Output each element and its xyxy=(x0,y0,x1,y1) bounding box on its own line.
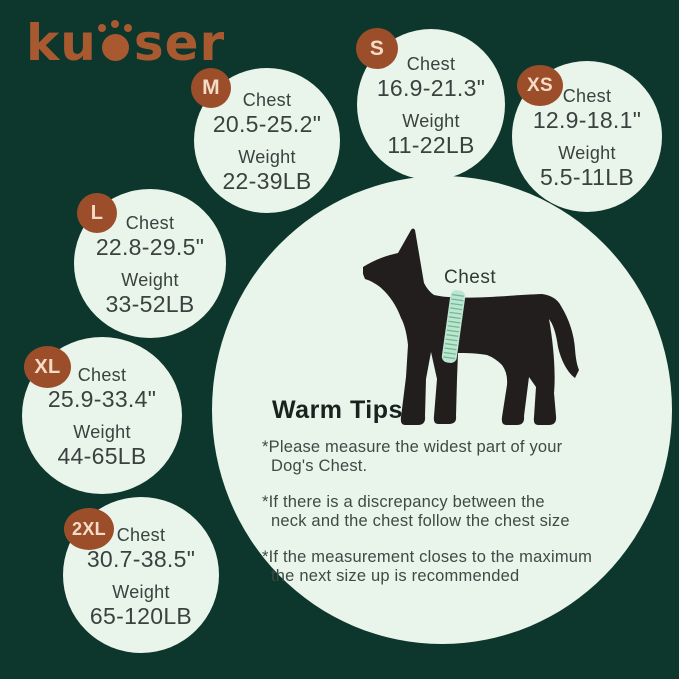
weight-label: Weight xyxy=(238,147,296,167)
chest-value: 25.9-33.4" xyxy=(47,386,157,412)
size-badge-xs: XS xyxy=(517,65,563,106)
chest-label: Chest xyxy=(125,213,175,233)
weight-value: 11-22LB xyxy=(387,132,475,158)
chest-value: 30.7-38.5" xyxy=(86,545,196,572)
size-badge-2xl: 2XL xyxy=(64,508,114,550)
tip-line: Dog's Chest. xyxy=(271,457,368,475)
tip-item: *Please measure the widest part of your … xyxy=(262,438,632,476)
warm-tips-title: Warm Tips : xyxy=(272,396,420,424)
measuring-tape-icon xyxy=(441,290,466,363)
chest-label: Chest xyxy=(77,365,127,385)
size-badge-l: L xyxy=(77,193,117,233)
size-circle-2xl: 2XL Chest 30.7-38.5" Weight 65-120LB xyxy=(63,497,219,653)
tip-line: *Please measure the widest part of your xyxy=(262,438,563,456)
weight-label: Weight xyxy=(112,581,170,602)
weight-value: 65-120LB xyxy=(89,602,193,629)
logo-text-suffix: ser xyxy=(133,14,226,72)
size-circle-m: M Chest 20.5-25.2" Weight 22-39LB xyxy=(191,68,340,213)
dog-silhouette xyxy=(363,228,579,425)
weight-value: 22-39LB xyxy=(222,168,312,194)
size-badge-m: M xyxy=(191,68,231,108)
size-badge-xl: XL xyxy=(24,346,71,388)
weight-label: Weight xyxy=(402,111,460,131)
size-circle-l: L Chest 22.8-29.5" Weight 33-52LB xyxy=(74,189,226,338)
chest-value: 22.8-29.5" xyxy=(95,234,205,260)
tip-line: the next size up is recommended xyxy=(271,567,520,585)
size-circle-xs: XS Chest 12.9-18.1" Weight 5.5-11LB xyxy=(512,61,662,212)
chest-value: 20.5-25.2" xyxy=(212,111,322,137)
weight-label: Weight xyxy=(121,270,179,290)
logo-text-prefix: ku xyxy=(26,14,97,72)
chest-label: Chest xyxy=(116,524,166,545)
tip-item: *If the measurement closes to the maximu… xyxy=(262,548,632,586)
size-circle-xl: XL Chest 25.9-33.4" Weight 44-65LB xyxy=(22,337,182,494)
chest-label: Chest xyxy=(242,90,292,110)
weight-value: 5.5-11LB xyxy=(539,164,635,190)
chest-marker-label: Chest xyxy=(444,267,497,288)
brand-logo: ku ser xyxy=(26,14,225,72)
weight-label: Weight xyxy=(73,422,131,442)
tip-line: *If there is a discrepancy between the xyxy=(262,493,545,511)
tip-line: *If the measurement closes to the maximu… xyxy=(262,548,593,566)
size-circle-s: S Chest 16.9-21.3" Weight 11-22LB xyxy=(356,28,505,180)
chest-value: 12.9-18.1" xyxy=(532,107,642,133)
weight-label: Weight xyxy=(558,143,616,163)
warm-tips-section: Warm Tips : *Please measure the widest p… xyxy=(262,396,632,603)
paw-o-icon xyxy=(97,20,132,61)
dog-silhouette-shape xyxy=(363,228,579,425)
chest-value: 16.9-21.3" xyxy=(376,75,486,101)
chest-label: Chest xyxy=(406,54,456,74)
weight-value: 44-65LB xyxy=(57,443,147,469)
tip-item: *If there is a discrepancy between the n… xyxy=(262,493,632,531)
weight-value: 33-52LB xyxy=(105,291,195,317)
size-badge-s: S xyxy=(356,28,398,69)
chest-label: Chest xyxy=(562,86,612,106)
tip-line: neck and the chest follow the chest size xyxy=(271,512,570,530)
